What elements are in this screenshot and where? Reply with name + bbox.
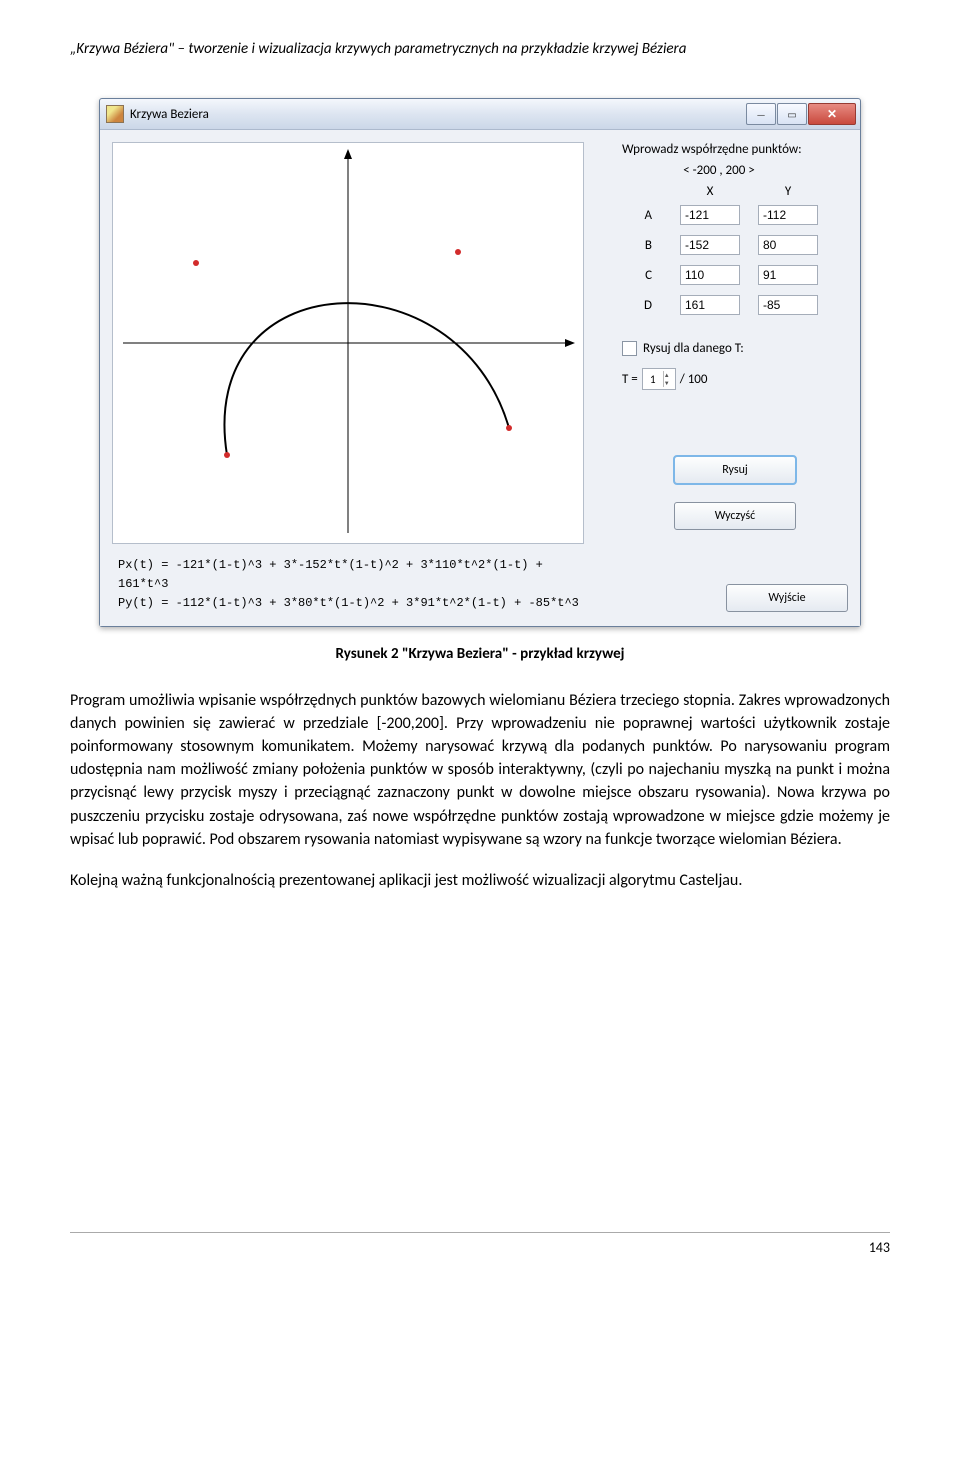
row-label-b: B	[622, 238, 662, 253]
row-label-c: C	[622, 268, 662, 283]
exit-button[interactable]: Wyjście	[726, 584, 848, 612]
row-label-d: D	[622, 298, 662, 313]
input-a-x[interactable]	[680, 205, 740, 225]
paragraph-1: Program umożliwia wpisanie współrzędnych…	[70, 689, 890, 851]
app-icon	[106, 105, 124, 123]
figure-caption: Rysunek 2 "Krzywa Beziera" - przykład kr…	[70, 645, 890, 663]
minimize-button[interactable]: —	[746, 103, 776, 125]
input-b-y[interactable]	[758, 235, 818, 255]
input-c-x[interactable]	[680, 265, 740, 285]
window-title: Krzywa Beziera	[130, 107, 745, 122]
app-window: Krzywa Beziera — ▭ ✕	[99, 98, 861, 627]
formula-display: Px(t) = -121*(1-t)^3 + 3*-152*t*(1-t)^2 …	[112, 556, 592, 614]
row-label-a: A	[622, 208, 662, 223]
page-number: 143	[70, 1232, 890, 1256]
coords-intro-label: Wprowadz współrzędne punktów:	[622, 142, 848, 157]
t-spinner[interactable]: 1 ▲▼	[642, 368, 676, 390]
col-header-x: X	[680, 184, 740, 199]
input-d-y[interactable]	[758, 295, 818, 315]
t-value: 1	[643, 373, 663, 386]
running-header: „Krzywa Béziera" – tworzenie i wizualiza…	[70, 40, 890, 58]
draw-for-t-label: Rysuj dla danego T:	[643, 341, 744, 356]
formula-px: Px(t) = -121*(1-t)^3 + 3*-152*t*(1-t)^2 …	[118, 556, 592, 594]
input-a-y[interactable]	[758, 205, 818, 225]
window-titlebar: Krzywa Beziera — ▭ ✕	[100, 99, 860, 130]
t-prefix-label: T =	[622, 372, 638, 387]
maximize-button[interactable]: ▭	[777, 103, 807, 125]
input-b-x[interactable]	[680, 235, 740, 255]
screenshot-figure: Krzywa Beziera — ▭ ✕	[70, 98, 890, 627]
clear-button[interactable]: Wyczyść	[674, 502, 796, 530]
input-c-y[interactable]	[758, 265, 818, 285]
input-d-x[interactable]	[680, 295, 740, 315]
formula-py: Py(t) = -112*(1-t)^3 + 3*80*t*(1-t)^2 + …	[118, 594, 592, 613]
paragraph-2: Kolejną ważną funkcjonalnością prezentow…	[70, 869, 890, 892]
t-suffix-label: / 100	[680, 372, 708, 387]
draw-for-t-checkbox[interactable]	[622, 341, 637, 356]
col-header-y: Y	[758, 184, 818, 199]
draw-button[interactable]: Rysuj	[674, 456, 796, 484]
close-button[interactable]: ✕	[808, 103, 856, 125]
coords-range-label: < -200 , 200 >	[622, 163, 848, 178]
drawing-canvas[interactable]	[112, 142, 584, 544]
